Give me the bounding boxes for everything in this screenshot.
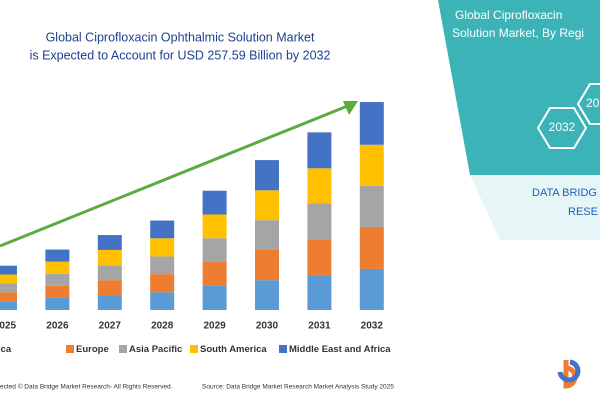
bar-segment: [359, 226, 384, 269]
footer-copyright: ected © Data Bridge Market Research- All…: [0, 383, 173, 391]
bar-segment: [307, 132, 332, 169]
growth-arrow: [0, 103, 351, 248]
bar-segment: [97, 249, 122, 266]
x-tick-label: 2025: [0, 321, 17, 332]
bar-segment: [150, 274, 175, 293]
bar-segment: [0, 265, 17, 275]
x-tick-label: 2028: [151, 321, 174, 332]
side-panel-lower: [470, 175, 600, 240]
side-panel: [438, 0, 600, 175]
bar-segment: [0, 283, 17, 293]
legend-swatch: [279, 345, 287, 353]
bar-segment: [150, 292, 175, 310]
bar-segment: [45, 249, 70, 262]
bar-segment: [255, 190, 279, 221]
bar-segment: [150, 256, 175, 275]
bar-segment: [359, 268, 384, 310]
side-title: Global Ciprofloxacin: [455, 8, 562, 22]
bar-segment: [97, 295, 122, 310]
bar-segment: [202, 285, 227, 310]
hexagon-label: 20: [586, 96, 600, 110]
legend-label: North America: [0, 344, 12, 355]
legend-swatch: [190, 345, 198, 353]
bar-segment: [307, 275, 332, 310]
side-title: Solution Market, By Regi: [452, 26, 584, 40]
bar-segment: [97, 280, 122, 296]
bar-segment: [0, 274, 17, 284]
legend-label: Middle East and Africa: [289, 344, 391, 355]
legend-swatch: [66, 345, 74, 353]
plot: 2025 2026 2027 2028 2029 2030 2031 2032 North Am…: [0, 102, 391, 355]
legend-label: Europe: [76, 344, 109, 355]
legend-swatch: [119, 345, 127, 353]
bar-segment: [45, 261, 70, 274]
hexagon-label: 2032: [549, 120, 576, 134]
brand-text: RESE: [568, 206, 598, 218]
bar-segment: [202, 238, 227, 263]
bar-segment: [307, 239, 332, 276]
x-tick-label: 2029: [203, 321, 226, 332]
title: is Expected to Account for USD 257.59 Bi…: [30, 48, 331, 62]
bar-segment: [202, 190, 227, 215]
x-tick-label: 2030: [256, 321, 279, 332]
bar-segment: [255, 280, 279, 310]
x-tick-label: 2031: [308, 321, 331, 332]
legend-label: Asia Pacific: [129, 344, 182, 355]
bar-segment: [202, 214, 227, 239]
bar-segment: [359, 144, 384, 186]
bar-segment: [202, 262, 227, 286]
bar-segment: [359, 185, 384, 227]
hexagon: [536, 107, 588, 149]
bar-segment: [150, 220, 175, 239]
title: Global Ciprofloxacin Ophthalmic Solution…: [46, 30, 315, 44]
bar-segment: [0, 301, 17, 310]
bar-segment: [45, 273, 70, 286]
x-tick-label: 2026: [46, 321, 69, 332]
bar-segment: [0, 292, 17, 302]
bar-segment: [45, 297, 70, 310]
bar-segment: [359, 102, 384, 145]
x-tick-label: 2027: [99, 321, 122, 332]
bar-segment: [255, 220, 279, 250]
bar-segment: [307, 168, 332, 204]
bar-segment: [255, 249, 279, 281]
bar-segment: [45, 285, 70, 298]
legend-label: South America: [200, 344, 267, 355]
bar-segment: [255, 160, 279, 191]
arrow-head: [343, 101, 358, 115]
bar-segment: [307, 203, 332, 240]
bar-segment: [150, 238, 175, 257]
bar-segment: [97, 265, 122, 281]
x-tick-label: 2032: [361, 321, 384, 332]
brand-text: DATA BRIDG: [532, 187, 597, 199]
hexagon: [576, 83, 600, 125]
bar-segment: [97, 235, 122, 250]
logo: [557, 359, 581, 383]
footer-source: Source: Data Bridge Market Research Mark…: [202, 384, 394, 391]
